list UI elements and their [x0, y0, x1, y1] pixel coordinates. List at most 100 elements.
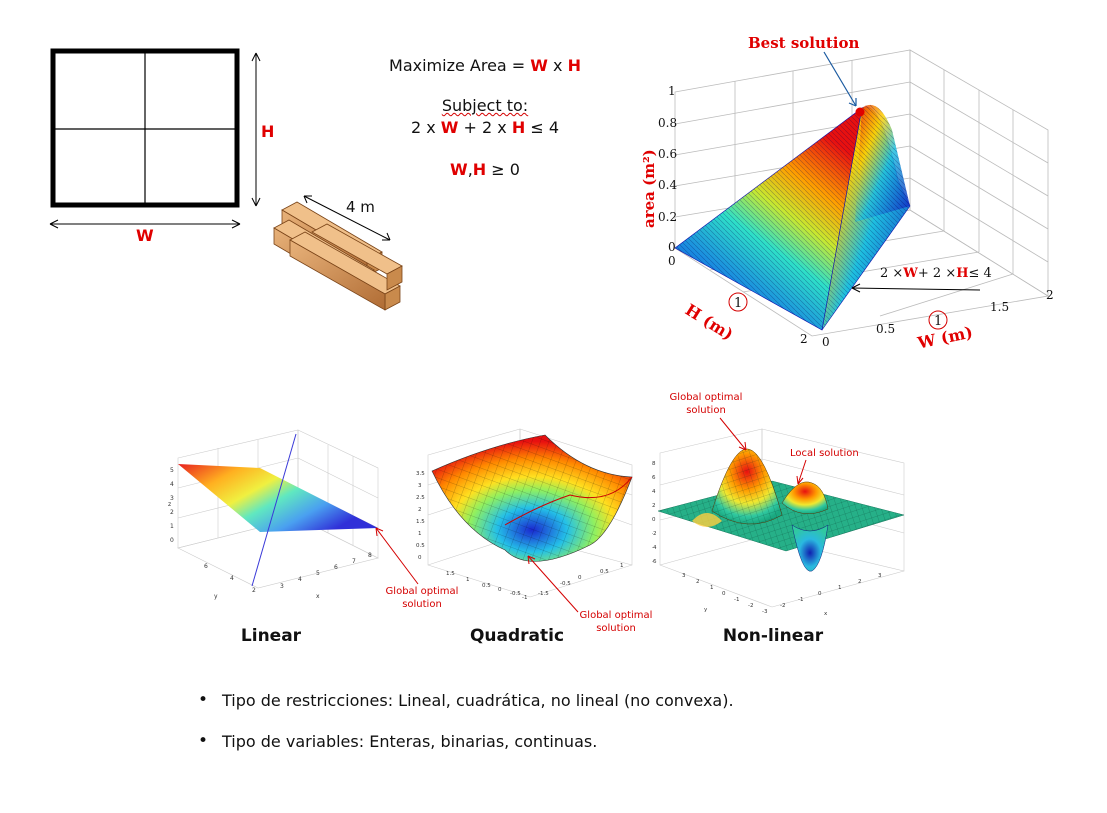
- svg-text:5: 5: [170, 467, 174, 474]
- svg-text:3: 3: [682, 573, 686, 579]
- svg-text:6: 6: [334, 564, 338, 571]
- linear-example: 5 4 3 2 1 0 z 6 4 2 y 3 4 5 6 7 8 x: [168, 428, 390, 618]
- fence-height-label: H: [261, 122, 275, 141]
- h-tick-2: 2: [800, 332, 808, 346]
- svg-text:x: x: [824, 611, 828, 617]
- svg-text:-6: -6: [652, 559, 657, 565]
- constraint2-w: W: [450, 160, 468, 179]
- svg-text:4: 4: [230, 575, 234, 582]
- svg-text:1: 1: [170, 523, 174, 530]
- lumber-illustration: 4 m: [262, 190, 422, 320]
- objective-text: Maximize Area =: [389, 56, 531, 75]
- quadratic-example: 3.5 3 2.5 2 1.5 1 0.5 0 1.5 1 0.5 0 -0.5 -1 -1.5-…: [410, 425, 646, 605]
- quadratic-annotation-arrow-icon: [527, 555, 579, 613]
- svg-text:1.5: 1.5: [416, 519, 425, 525]
- constraint2-comma: ,: [467, 160, 473, 179]
- linear-annotation-line2: solution: [402, 599, 442, 610]
- objective-w: W: [530, 56, 548, 75]
- svg-text:2: 2: [252, 587, 256, 594]
- svg-text:2: 2: [170, 509, 174, 516]
- w-tick-05: 0.5: [876, 322, 896, 336]
- area-surface-graphic: 1 1: [673, 49, 1050, 337]
- svg-text:0: 0: [578, 575, 582, 581]
- subject-to-text: Subject to:: [441, 96, 529, 115]
- svg-text:0: 0: [498, 587, 502, 593]
- svg-text:6: 6: [204, 563, 208, 570]
- constraint1-part-b: + 2 x: [458, 118, 512, 137]
- w-tick-2: 2: [1046, 288, 1054, 302]
- svg-text:2: 2: [652, 503, 656, 509]
- svg-text:2: 2: [418, 507, 422, 513]
- svg-text:-2: -2: [652, 531, 656, 537]
- svg-text:0: 0: [722, 591, 726, 597]
- nonlinear-surface-graphic: 8 6 4 2 0 -2 -4 -6 3 2 1 0 -1 -2 -3 y x -2 -1 0 1 2 3: [651, 428, 905, 617]
- svg-text:1: 1: [934, 314, 942, 329]
- z-tick-04: 0.4: [658, 178, 678, 192]
- svg-text:1: 1: [418, 531, 422, 537]
- nonlinear-global-line2: solution: [686, 405, 726, 416]
- nonlinear-local-arrow-icon: [796, 459, 807, 485]
- subject-to-heading: Subject to:: [360, 96, 610, 115]
- svg-text:7: 7: [352, 558, 356, 565]
- quadratic-annotation-line2: solution: [596, 623, 636, 634]
- svg-text:-2: -2: [780, 603, 785, 609]
- area-axis-label: area (m²): [640, 149, 658, 228]
- constraint2-h: H: [472, 160, 487, 179]
- z-tick-06: 0.6: [658, 147, 678, 161]
- problem-formulation: Maximize Area = W x H Subject to: 2 x W …: [360, 56, 610, 186]
- linear-plane-graphic: 5 4 3 2 1 0 z 6 4 2 y 3 4 5 6 7 8 x: [168, 429, 379, 600]
- lumber-length-label: 4 m: [346, 198, 375, 216]
- svg-text:1: 1: [710, 585, 714, 591]
- linear-annotation-line1: Global optimal: [385, 586, 459, 597]
- svg-text:0.5: 0.5: [416, 543, 425, 549]
- nonlinear-title: Non-linear: [722, 626, 824, 646]
- linear-annotation-arrow-icon: [375, 527, 419, 585]
- svg-text:0: 0: [818, 591, 822, 597]
- quadratic-annotation: Global optimal solution: [574, 609, 658, 635]
- constraint2-rest: ≥ 0: [486, 160, 520, 179]
- svg-text:2: 2: [696, 579, 700, 585]
- nonlinear-global-annotation: Global optimal solution: [664, 391, 748, 417]
- objective-h: H: [567, 56, 581, 75]
- list-item: Tipo de restricciones: Lineal, cuadrátic…: [198, 690, 998, 710]
- svg-text:3.5: 3.5: [416, 471, 425, 477]
- perimeter-constraint: 2 x W + 2 x H ≤ 4: [360, 118, 610, 137]
- objective-times: x: [547, 56, 568, 75]
- constraint1-h: H: [511, 118, 526, 137]
- fence-diagram: W H: [40, 40, 290, 250]
- svg-text:x: x: [316, 593, 320, 600]
- h-tick-0: 0: [668, 254, 676, 268]
- quadratic-surface-graphic: 3.532.5 21.51 0.50 1.510.5 0-0.5-1 -1.5-…: [416, 428, 633, 601]
- w-tick-0: 0: [822, 335, 830, 349]
- svg-text:-0.5: -0.5: [510, 591, 521, 597]
- z-tick-08: 0.8: [658, 116, 678, 130]
- svg-text:0: 0: [418, 555, 422, 561]
- constraint1-part-a: 2 x: [410, 118, 441, 137]
- svg-text:-1: -1: [798, 597, 803, 603]
- svg-text:2: 2: [858, 579, 862, 585]
- svg-text:y: y: [214, 593, 218, 600]
- constraint-label-h: H: [956, 266, 969, 281]
- nonlinear-global-line1: Global optimal: [669, 392, 743, 403]
- z-tick-1: 1: [668, 84, 676, 98]
- svg-text:-4: -4: [652, 545, 657, 551]
- constraint-label-w: W: [903, 266, 918, 281]
- w-one-circle-icon: [928, 310, 948, 330]
- svg-text:1: 1: [620, 563, 624, 569]
- svg-text:3: 3: [280, 583, 284, 590]
- svg-text:2.5: 2.5: [416, 495, 425, 501]
- constraint1-part-c: ≤ 4: [525, 118, 560, 137]
- svg-text:4: 4: [652, 489, 656, 495]
- lumber-planks-image: [273, 195, 403, 311]
- svg-text:1: 1: [838, 585, 842, 591]
- svg-text:0: 0: [170, 537, 174, 544]
- nonnegativity-constraint: W,H ≥ 0: [360, 160, 610, 179]
- z-tick-0: 0: [668, 240, 676, 254]
- svg-text:y: y: [704, 607, 708, 613]
- svg-text:-1: -1: [522, 595, 527, 601]
- fence-width-label: W: [136, 226, 154, 245]
- constraint1-w: W: [440, 118, 459, 137]
- svg-text:0.5: 0.5: [600, 569, 609, 575]
- svg-text:-2: -2: [748, 603, 753, 609]
- list-item: Tipo de variables: Enteras, binarias, co…: [198, 731, 998, 751]
